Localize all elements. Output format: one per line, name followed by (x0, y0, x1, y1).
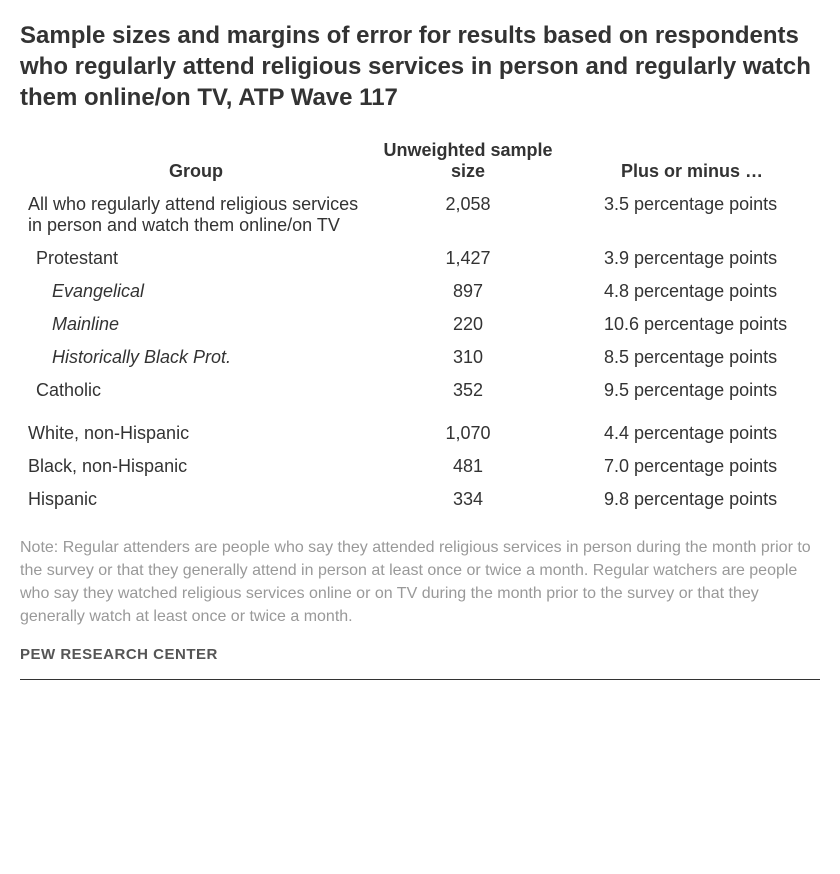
table-row: Black, non-Hispanic 481 7.0 percentage p… (20, 450, 820, 483)
row-sample: 310 (372, 341, 564, 374)
table-note: Note: Regular attenders are people who s… (20, 536, 820, 629)
row-label: All who regularly attend religious servi… (20, 188, 372, 242)
table-row: White, non-Hispanic 1,070 4.4 percentage… (20, 407, 820, 450)
row-moe: 7.0 percentage points (564, 450, 820, 483)
table-row: Mainline 220 10.6 percentage points (20, 308, 820, 341)
report-table-container: Sample sizes and margins of error for re… (20, 20, 820, 680)
table-title: Sample sizes and margins of error for re… (20, 20, 820, 114)
col-header-sample: Unweighted sample size (372, 134, 564, 188)
row-moe: 3.9 percentage points (564, 242, 820, 275)
table-row: Catholic 352 9.5 percentage points (20, 374, 820, 407)
row-sample: 481 (372, 450, 564, 483)
row-sample: 334 (372, 483, 564, 516)
data-table: Group Unweighted sample size Plus or min… (20, 134, 820, 516)
row-label: Catholic (20, 374, 372, 407)
row-sample: 220 (372, 308, 564, 341)
row-label: White, non-Hispanic (20, 407, 372, 450)
table-row: Evangelical 897 4.8 percentage points (20, 275, 820, 308)
row-sample: 1,427 (372, 242, 564, 275)
row-moe: 3.5 percentage points (564, 188, 820, 242)
col-header-group: Group (20, 134, 372, 188)
row-sample: 1,070 (372, 407, 564, 450)
row-moe: 4.8 percentage points (564, 275, 820, 308)
row-moe: 10.6 percentage points (564, 308, 820, 341)
table-row: Historically Black Prot. 310 8.5 percent… (20, 341, 820, 374)
row-label: Evangelical (20, 275, 372, 308)
row-sample: 352 (372, 374, 564, 407)
col-header-moe: Plus or minus … (564, 134, 820, 188)
header-row: Group Unweighted sample size Plus or min… (20, 134, 820, 188)
bottom-rule (20, 679, 820, 680)
source-attribution: PEW RESEARCH CENTER (20, 646, 820, 663)
row-sample: 2,058 (372, 188, 564, 242)
row-label: Protestant (20, 242, 372, 275)
table-row: All who regularly attend religious servi… (20, 188, 820, 242)
row-moe: 9.5 percentage points (564, 374, 820, 407)
row-moe: 9.8 percentage points (564, 483, 820, 516)
row-label: Hispanic (20, 483, 372, 516)
row-label: Black, non-Hispanic (20, 450, 372, 483)
table-row: Hispanic 334 9.8 percentage points (20, 483, 820, 516)
row-sample: 897 (372, 275, 564, 308)
row-label: Mainline (20, 308, 372, 341)
row-moe: 8.5 percentage points (564, 341, 820, 374)
row-moe: 4.4 percentage points (564, 407, 820, 450)
table-row: Protestant 1,427 3.9 percentage points (20, 242, 820, 275)
row-label: Historically Black Prot. (20, 341, 372, 374)
